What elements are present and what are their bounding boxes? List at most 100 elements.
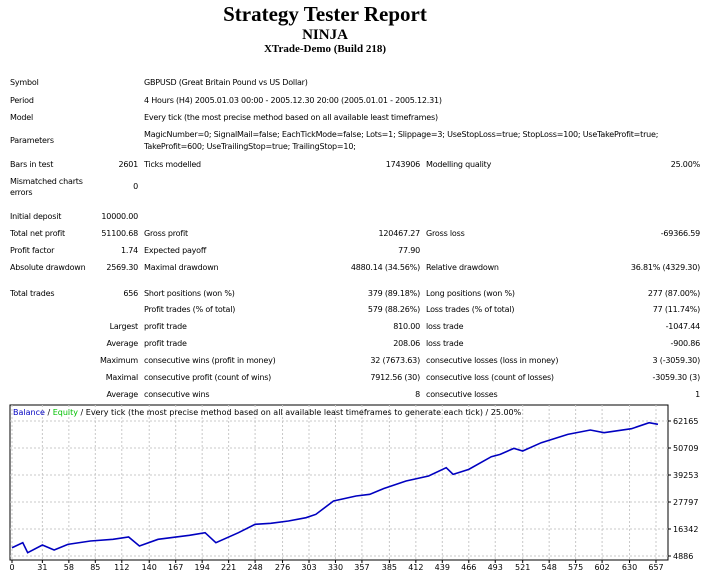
average2-label: Average [106,390,139,399]
largest-loss-label: loss trade [426,322,464,331]
y-tick-label: 4886 [673,552,693,561]
parameters-2: TakeProfit=600; UseTrailingStop=true; Tr… [144,142,356,151]
loss-trades: 77 (11.74%) [652,305,700,314]
mismatch-label-1: Mismatched charts [10,177,83,186]
maximal-cons-loss: -3059.30 (3) [652,373,701,382]
balance-line [11,421,659,554]
average-label: Average [106,339,139,348]
maximal-cons-loss-label: consecutive loss (count of losses) [426,373,554,382]
bars: 2601 [118,160,138,169]
avg-loss-label: loss trade [426,339,464,348]
expected-payoff-label: Expected payoff [144,246,207,255]
avg-cons-wins-label: consecutive wins [144,390,210,399]
y-tick-label: 62165 [673,417,698,426]
x-tick-label: 602 [594,563,609,572]
largest-profit: 810.00 [393,322,420,331]
long-label: Long positions (won %) [426,289,515,298]
expected-payoff: 77.90 [398,246,420,255]
profit-factor-label: Profit factor [10,246,55,255]
largest-label: Largest [109,322,139,331]
gross-loss: -69366.59 [660,229,700,238]
parameters-label: Parameters [10,136,54,145]
gross-loss-label: Gross loss [426,229,465,238]
loss-trades-label: Loss trades (% of total) [426,305,515,314]
ticks: 1743906 [385,160,420,169]
maximum-label: Maximum [99,356,138,365]
profit-factor: 1.74 [120,246,138,255]
avg-profit: 208.06 [393,339,420,348]
x-tick-label: 548 [542,563,557,572]
x-tick-label: 221 [221,563,236,572]
x-tick-label: 303 [301,563,316,572]
x-tick-label: 248 [247,563,262,572]
max-cons-losses-label: consecutive losses (loss in money) [426,356,559,365]
gross-profit-label: Gross profit [144,229,188,238]
legend-sep: / [45,408,53,417]
x-tick-label: 85 [90,563,100,572]
max-dd: 4880.14 (34.56%) [350,263,420,272]
balance-chart: 0 31 58 85 112 140 167 194 221 248 276 303 330 357 385… [9,404,698,572]
chart-legend: Balance / Equity / Every tick (the most … [13,408,522,417]
parameters-1: MagicNumber=0; SignalMail=false; EachTic… [144,130,659,139]
mismatch-label-2: errors [10,188,33,197]
x-tick-label: 575 [568,563,583,572]
mismatch: 0 [133,182,138,191]
profit-trades-label: Profit trades (% of total) [144,305,236,314]
x-tick-label: 357 [354,563,369,572]
symbol: GBPUSD (Great Britain Pound vs US Dollar… [144,78,308,87]
x-tick-label: 466 [461,563,476,572]
x-tick-label: 194 [195,563,210,572]
long: 277 (87.00%) [647,289,700,298]
x-tick-label: 385 [382,563,397,572]
legend-description: / Every tick (the most precise method ba… [78,408,522,417]
profit-trades: 579 (88.26%) [367,305,420,314]
abs-dd: 2569.30 [106,263,138,272]
avg-cons-losses-label: consecutive losses [426,390,498,399]
initial-deposit-label: Initial deposit [10,212,62,221]
quality-label: Modelling quality [426,160,492,169]
symbol-label: Symbol [10,78,39,87]
max-cons-wins-label: consecutive wins (profit in money) [144,356,276,365]
x-tick-label: 439 [435,563,450,572]
rel-dd: 36.81% (4329.30) [630,263,700,272]
rel-dd-label: Relative drawdown [426,263,499,272]
x-tick-label: 521 [515,563,530,572]
maximal-cons-profit-label: consecutive profit (count of wins) [144,373,272,382]
report-title: Strategy Tester Report [223,2,427,26]
max-dd-label: Maximal drawdown [144,263,219,272]
x-tick-label: 0 [9,563,14,572]
y-tick-label: 27797 [673,498,698,507]
total-trades: 656 [123,289,138,298]
avg-profit-label: profit trade [144,339,187,348]
bars-label: Bars in test [10,160,54,169]
avg-loss: -900.86 [670,339,701,348]
y-tick-label: 39253 [673,471,698,480]
net-profit: 51100.68 [101,229,138,238]
largest-profit-label: profit trade [144,322,187,331]
x-tick-label: 31 [37,563,47,572]
y-tick-label: 50709 [673,444,698,453]
period: 4 Hours (H4) 2005.01.03 00:00 - 2005.12.… [144,96,442,105]
max-cons-wins: 32 (7673.63) [370,356,420,365]
x-tick-label: 412 [408,563,423,572]
total-trades-label: Total trades [10,289,55,298]
x-tick-label: 630 [622,563,637,572]
period-label: Period [10,96,34,105]
legend-balance: Balance [13,408,45,417]
short: 379 (89.18%) [367,289,420,298]
avg-cons-wins: 8 [415,390,420,399]
x-tick-label: 330 [328,563,343,572]
model: Every tick (the most precise method base… [144,113,438,122]
model-label: Model [10,113,34,122]
expert-name: NINJA [302,27,348,43]
gross-profit: 120467.27 [378,229,421,238]
quality: 25.00% [670,160,701,169]
y-tick-label: 16342 [673,525,698,534]
x-tick-label: 58 [64,563,74,572]
net-profit-label: Total net profit [10,229,65,238]
x-tick-label: 140 [142,563,157,572]
x-tick-label: 657 [648,563,663,572]
abs-dd-label: Absolute drawdown [10,263,86,272]
maximal-cons-profit: 7912.56 (30) [370,373,420,382]
maximal-label: Maximal [105,373,138,382]
